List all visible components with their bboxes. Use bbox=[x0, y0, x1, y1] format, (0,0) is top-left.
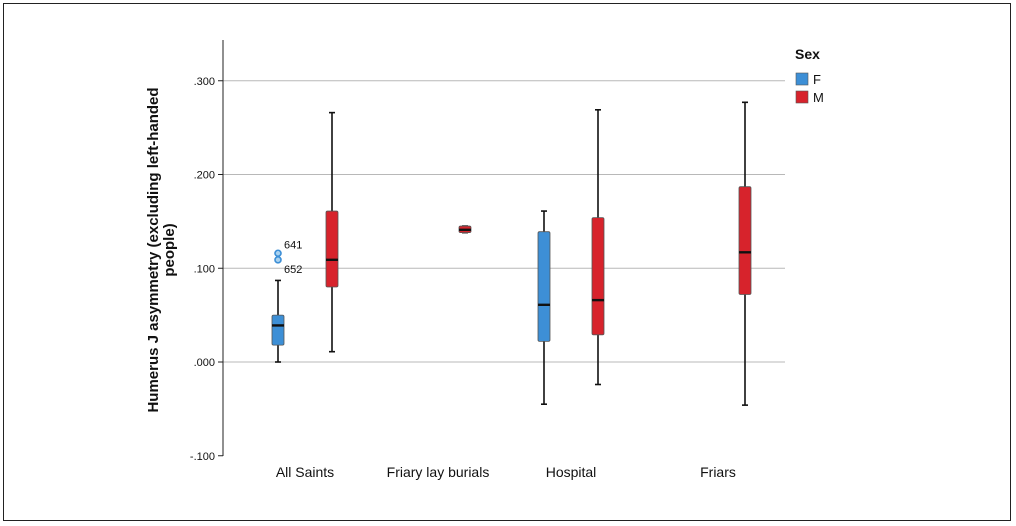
legend-title: Sex bbox=[795, 46, 820, 62]
outlier-point bbox=[274, 249, 282, 258]
box-m bbox=[591, 217, 605, 336]
y-tick-label: .000 bbox=[194, 357, 215, 369]
y-tick-label: .300 bbox=[194, 76, 215, 88]
y-axis-label: Humerus J asymmetry (excluding left-hand… bbox=[145, 87, 162, 412]
x-category-label: Friars bbox=[700, 464, 736, 480]
legend-swatch-m bbox=[795, 90, 809, 104]
y-axis-label: people) bbox=[161, 223, 178, 276]
figure-frame bbox=[3, 3, 1011, 521]
outlier-label: 641 bbox=[284, 239, 302, 251]
box-f bbox=[537, 231, 551, 342]
legend-swatch-f bbox=[795, 72, 809, 86]
y-tick-label: .200 bbox=[194, 170, 215, 182]
outlier-point bbox=[274, 256, 282, 264]
outlier-label: 652 bbox=[284, 264, 302, 276]
y-tick-label: .100 bbox=[194, 263, 215, 275]
x-category-label: Hospital bbox=[546, 464, 597, 480]
x-category-label: Friary lay burials bbox=[387, 464, 490, 480]
box-f bbox=[271, 314, 285, 346]
y-tick-label: -.100 bbox=[190, 451, 215, 463]
box-m bbox=[738, 186, 752, 295]
x-category-label: All Saints bbox=[276, 464, 334, 480]
box-m bbox=[325, 210, 339, 288]
legend-label: F bbox=[813, 72, 821, 87]
legend-label: M bbox=[813, 90, 824, 105]
